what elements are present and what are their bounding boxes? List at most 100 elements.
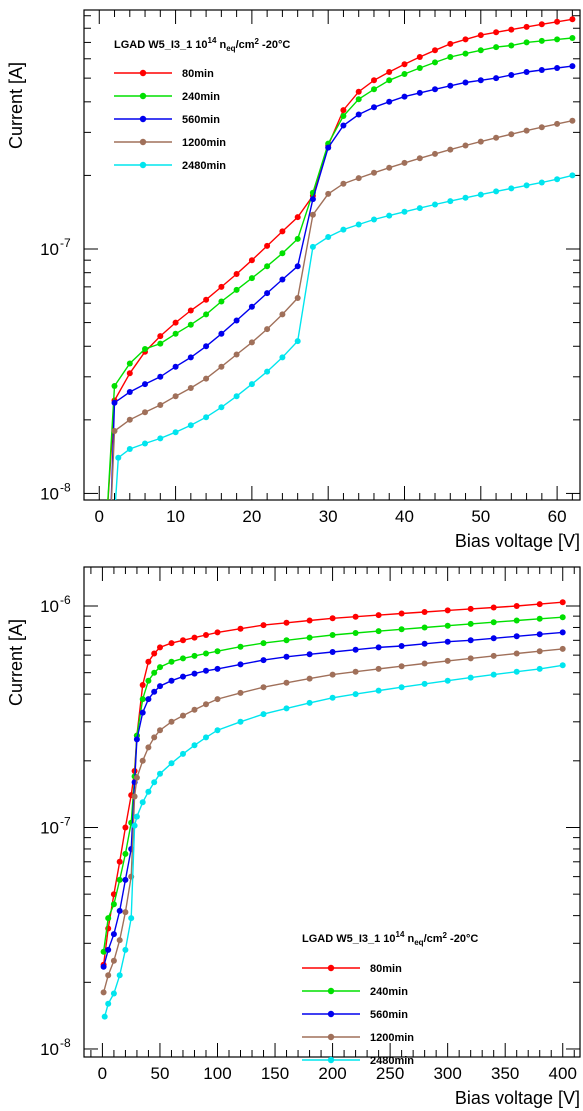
data-point: [536, 615, 543, 622]
series-2480min: [101, 662, 566, 1020]
data-point: [508, 131, 515, 138]
data-point: [467, 655, 474, 662]
data-point: [467, 637, 474, 644]
data-point: [325, 234, 332, 240]
data-point: [508, 26, 515, 33]
data-point: [279, 354, 286, 361]
y-tick-label: 10: [40, 1040, 59, 1059]
x-axis-label: Bias voltage [V]: [455, 1088, 580, 1108]
data-point: [110, 901, 117, 908]
data-point: [237, 718, 244, 725]
x-tick-label: 50: [471, 507, 490, 526]
data-point: [444, 677, 451, 684]
data-point: [467, 674, 474, 681]
data-point: [569, 117, 576, 124]
data-point: [133, 736, 140, 743]
legend-label: 80min: [182, 68, 214, 80]
series-2480min: [114, 172, 576, 500]
data-point: [538, 21, 545, 28]
data-point: [168, 640, 175, 647]
data-point: [157, 340, 164, 347]
data-point: [157, 664, 163, 671]
data-point: [218, 404, 225, 411]
data-point: [371, 86, 377, 93]
data-point: [401, 61, 408, 68]
data-point: [191, 670, 198, 677]
data-point: [444, 657, 451, 664]
data-point: [398, 610, 405, 617]
x-tick-label: 200: [318, 1064, 346, 1083]
data-point: [100, 948, 107, 955]
data-point: [151, 650, 158, 657]
data-point: [559, 645, 566, 652]
data-point: [116, 876, 123, 883]
data-point: [279, 276, 286, 283]
data-point: [538, 67, 545, 73]
x-tick-label: 100: [203, 1064, 231, 1083]
data-point: [151, 734, 158, 741]
series-line: [102, 648, 563, 993]
data-point: [233, 286, 240, 293]
data-point: [203, 667, 209, 674]
data-point: [569, 172, 576, 179]
data-point: [218, 330, 225, 337]
data-point: [168, 718, 175, 725]
x-tick-label: 350: [491, 1064, 519, 1083]
data-point: [386, 164, 393, 171]
data-point: [157, 683, 163, 690]
data-point: [126, 416, 133, 423]
legend-swatch-marker: [327, 1033, 335, 1041]
legend-swatch-marker: [139, 92, 147, 100]
data-point: [142, 346, 148, 352]
y-tick-exponent: -8: [60, 1036, 71, 1050]
x-tick-label: 400: [549, 1064, 577, 1083]
data-point: [306, 699, 313, 706]
data-point: [233, 393, 240, 400]
data-point: [559, 614, 566, 621]
y-tick-label: 10: [40, 240, 59, 259]
legend-swatch-marker: [139, 161, 147, 169]
legend-swatch-marker: [139, 115, 147, 123]
series-240min: [107, 35, 576, 500]
data-point: [401, 71, 408, 77]
data-point: [157, 727, 163, 734]
data-point: [214, 648, 221, 655]
data-point: [218, 283, 225, 290]
data-point: [444, 622, 451, 629]
legend-swatch-marker: [327, 1056, 335, 1064]
legend: LGAD W5_I3_1 1014 neq/cm2 -20°C 80min 240m…: [302, 930, 478, 1067]
x-tick-label: 0: [98, 1064, 107, 1083]
data-point: [172, 330, 179, 337]
legend-swatch-marker: [327, 987, 335, 995]
data-point: [329, 649, 336, 655]
plot-frame: [83, 9, 581, 501]
data-point: [264, 290, 271, 297]
data-point: [538, 124, 545, 131]
data-point: [554, 176, 561, 183]
data-point: [559, 629, 566, 636]
data-point: [508, 42, 515, 49]
data-point: [536, 665, 543, 672]
data-point: [187, 307, 194, 314]
data-point: [157, 333, 164, 340]
data-point: [398, 684, 405, 691]
data-point: [398, 663, 405, 670]
data-point: [421, 680, 428, 687]
data-point: [111, 399, 118, 406]
series-line: [104, 664, 563, 1017]
series-group: [107, 16, 576, 500]
data-point: [145, 658, 152, 665]
data-point: [421, 609, 428, 615]
x-tick-label: 0: [95, 507, 104, 526]
x-tick-label: 30: [319, 507, 338, 526]
data-point: [355, 111, 362, 118]
data-point: [279, 228, 286, 235]
legend-title: LGAD W5_I3_1 1014 neq/cm2 -20°C: [114, 36, 290, 53]
y-axis-label: Current [A]: [6, 62, 26, 149]
data-point: [131, 793, 138, 800]
data-point: [139, 696, 146, 703]
data-point: [101, 1013, 108, 1020]
data-point: [340, 122, 347, 129]
data-point: [375, 687, 382, 694]
